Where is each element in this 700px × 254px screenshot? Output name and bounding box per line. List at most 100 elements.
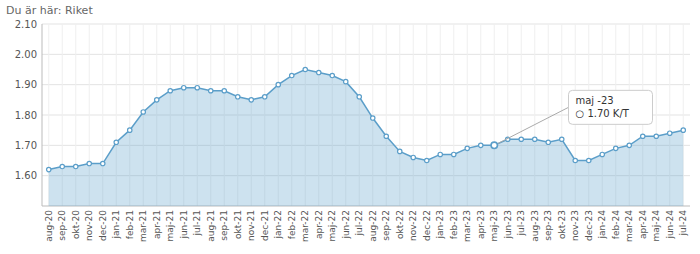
area (49, 70, 684, 207)
plot-area (47, 67, 686, 206)
x-tick-label: feb-22 (287, 210, 297, 239)
x-tick-label: nov-20 (84, 210, 94, 241)
x-tick-label: aug-20 (44, 210, 54, 242)
x-tick-label: apr-21 (152, 210, 162, 239)
x-tick-label: jun-24 (665, 210, 675, 240)
marker (465, 146, 469, 150)
marker (344, 79, 348, 83)
marker (357, 95, 361, 99)
x-tick-label: sep-20 (57, 210, 67, 241)
grid-line (42, 24, 690, 25)
marker (438, 152, 442, 156)
line (49, 70, 684, 170)
x-tick-label: feb-21 (125, 210, 135, 239)
marker (114, 140, 118, 144)
marker (519, 137, 523, 141)
grid (42, 24, 690, 206)
marker (168, 89, 172, 93)
marker (249, 98, 253, 102)
marker (47, 167, 51, 171)
x-tick-label: maj-22 (327, 210, 337, 241)
x-tick-label: apr-23 (476, 210, 486, 239)
marker (317, 70, 321, 74)
marker (87, 161, 91, 165)
marker (573, 158, 577, 162)
x-tick-label: okt-21 (233, 210, 243, 239)
x-tick-label: jun-21 (179, 210, 189, 240)
marker (654, 134, 658, 138)
x-tick-label: maj-24 (651, 210, 661, 242)
marker (141, 110, 145, 114)
marker (411, 155, 415, 159)
marker (155, 98, 159, 102)
x-tick-label: jun-23 (503, 210, 513, 240)
marker (74, 164, 78, 168)
x-tick-label: jan-23 (435, 210, 445, 239)
y-tick-label: 1.70 (15, 140, 37, 151)
x-tick-label: aug-21 (206, 210, 216, 242)
x-tick-label: sep-21 (219, 210, 229, 241)
title: Du är här: Riket (6, 4, 93, 17)
marker (492, 143, 496, 147)
annotation-text: maj -23 (576, 95, 614, 106)
grid-line (42, 54, 690, 55)
marker (627, 143, 631, 147)
x-tick-label: nov-22 (408, 210, 418, 241)
x-tick-label: jan-22 (273, 210, 283, 239)
y-tick-label: 1.60 (15, 170, 37, 181)
x-tick-label: jul-24 (678, 210, 688, 237)
marker (425, 158, 429, 162)
annotation-connector (494, 107, 568, 145)
marker (263, 95, 267, 99)
marker (236, 95, 240, 99)
marker (546, 140, 550, 144)
x-tick-label: jul-23 (516, 210, 526, 236)
x-tick-label: nov-21 (246, 210, 256, 241)
x-tick-label: apr-22 (314, 210, 324, 239)
marker (128, 128, 132, 132)
marker (101, 161, 105, 165)
marker (303, 67, 307, 71)
chart: Du är här: Riket 1.60 1.70 1.80 1.90 2.00 2.10… (0, 0, 700, 254)
x-tick-label: jun-22 (341, 210, 351, 240)
marker (560, 137, 564, 141)
x-tick-label: dec-20 (98, 210, 108, 241)
marker (668, 131, 672, 135)
x-tick-label: nov-23 (570, 210, 580, 241)
x-tick-label: jul-22 (354, 210, 364, 236)
x-tick-label: sep-22 (381, 210, 391, 241)
marker (641, 134, 645, 138)
x-tick-label: aug-23 (530, 210, 540, 242)
y-tick-label: 2.10 (15, 19, 37, 30)
highlight-marker (491, 142, 497, 148)
marker (600, 152, 604, 156)
marker (182, 86, 186, 90)
x-tick-label: okt-23 (557, 210, 567, 239)
x-tick-label: feb-23 (449, 210, 459, 239)
x-tick-label: okt-22 (395, 210, 405, 239)
marker (533, 137, 537, 141)
x-tick-label: feb-24 (611, 210, 621, 239)
marker (290, 73, 294, 77)
x-tick-label: dec-22 (422, 210, 432, 241)
y-tick-label: 1.90 (15, 79, 37, 90)
marker (222, 89, 226, 93)
y-tick-label: 1.80 (15, 110, 37, 121)
x-tick-label: dec-21 (260, 210, 270, 241)
y-axis-line (42, 24, 43, 206)
marker (276, 82, 280, 86)
x-tick-label: mar-24 (624, 210, 634, 242)
marker (398, 149, 402, 153)
y-tick-label: 2.00 (15, 49, 37, 60)
x-tick-label: jan-21 (111, 210, 121, 239)
x-tick-label: maj-23 (489, 210, 499, 241)
x-tick-label: mar-23 (462, 210, 472, 242)
x-tick-label: mar-21 (138, 210, 148, 242)
x-tick-label: sep-23 (543, 210, 553, 241)
marker (330, 73, 334, 77)
x-tick-label: aug-22 (368, 210, 378, 242)
x-tick-label: apr-24 (638, 210, 648, 239)
annotation-text: ○ 1.70 K/T (576, 108, 630, 119)
marker (452, 152, 456, 156)
marker (60, 164, 64, 168)
